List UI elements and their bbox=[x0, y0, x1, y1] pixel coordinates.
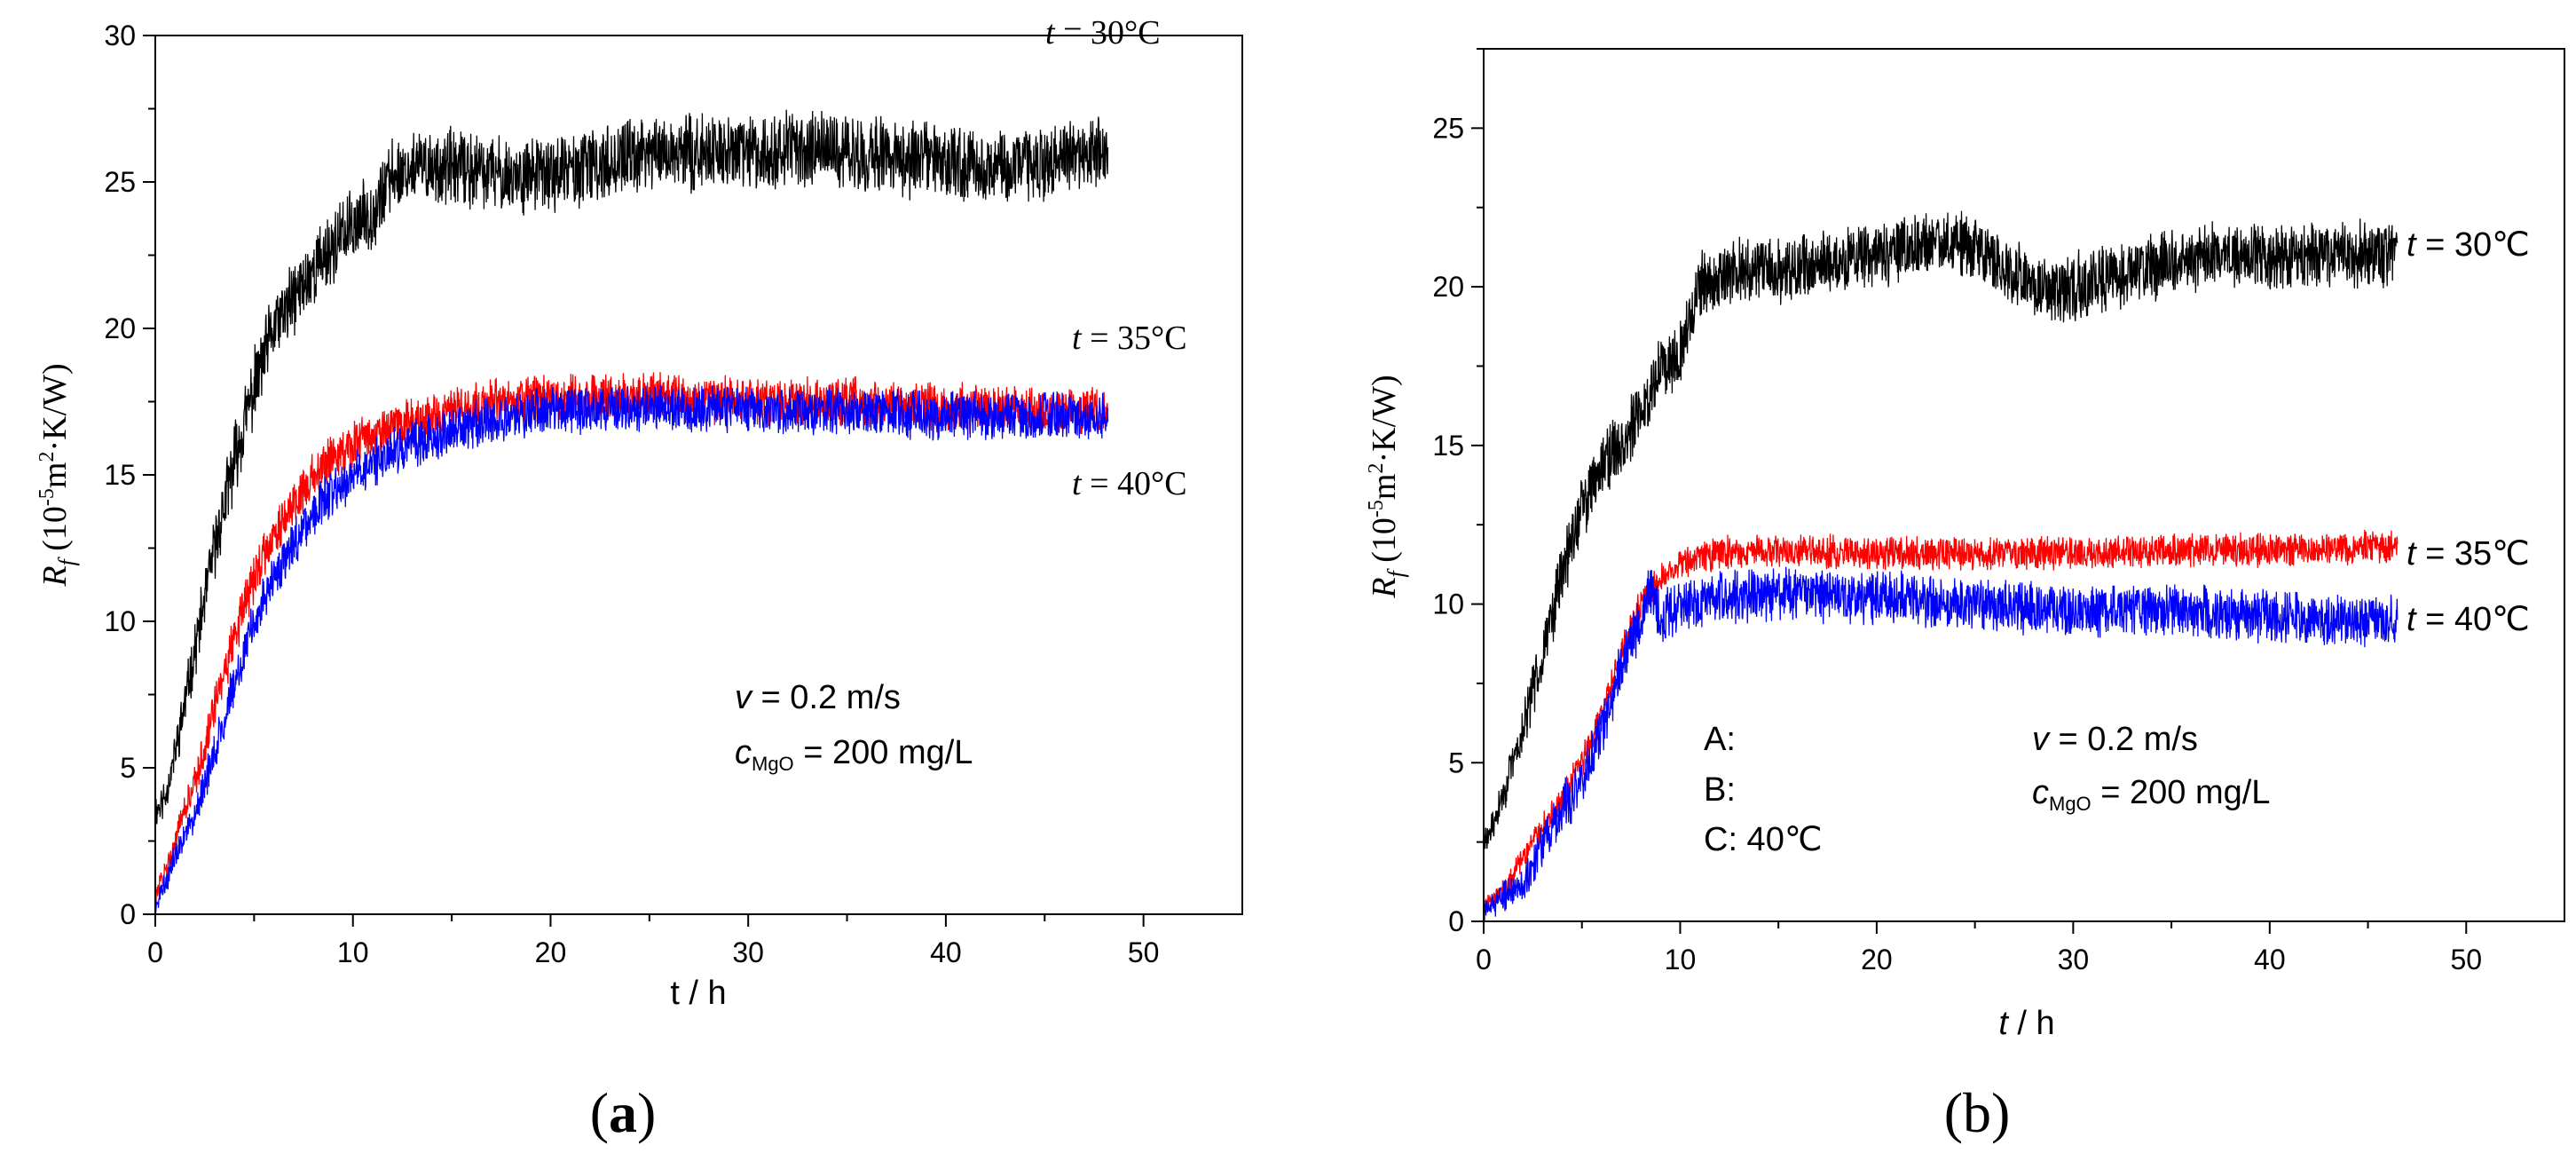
panel-b-label: (b) bbox=[1944, 1081, 2011, 1144]
panel-b-y-tick-label: 10 bbox=[1432, 588, 1464, 620]
panel-b-y-tick-label: 25 bbox=[1432, 112, 1464, 144]
panel-a-label-40c: t = 40°C bbox=[1072, 465, 1187, 502]
panel-b-series bbox=[1483, 210, 2399, 921]
panel-b-label-b: B: bbox=[1704, 771, 1736, 809]
panel-a-series-1-line bbox=[154, 109, 1109, 825]
panel-b-x-tick-label: 50 bbox=[2450, 944, 2482, 975]
panel-b-velocity-annotation: v = 0.2 m/s bbox=[2032, 721, 2198, 758]
panel-b-y-tick-label: 15 bbox=[1432, 430, 1464, 462]
panel-a-ticks: 0 10 20 30 40 50 0 5 10 15 20 25 30 bbox=[104, 20, 1159, 968]
panel-a-velocity-annotation: v = 0.2 m/s bbox=[735, 679, 901, 716]
panel-a-x-tick-label: 40 bbox=[930, 936, 962, 968]
panel-a-y-tick-label: 5 bbox=[120, 752, 136, 784]
panel-b-x-tick-label: 30 bbox=[2058, 944, 2090, 975]
panel-b-label-30c: t = 30℃ bbox=[2407, 226, 2530, 264]
panel-a-plot-frame bbox=[154, 35, 1243, 915]
panel-a-y-tick-label: 0 bbox=[120, 898, 136, 930]
panel-a-y-axis-title: Rf (10-5m2·K/W) bbox=[35, 363, 80, 587]
panel-a-x-axis-title: t / h bbox=[670, 975, 726, 1012]
panel-a-concentration-annotation: cMgO = 200 mg/L bbox=[735, 734, 973, 775]
panel-b-plot-frame bbox=[1483, 48, 2565, 922]
panel-b-concentration-annotation: cMgO = 200 mg/L bbox=[2032, 774, 2270, 815]
panel-b-x-axis-title: t / h bbox=[1998, 1005, 2054, 1042]
panel-a-y-tick-label: 15 bbox=[104, 459, 136, 491]
panel-b-label-40c: t = 40℃ bbox=[2407, 601, 2530, 638]
panel-a-series-3-line bbox=[154, 384, 1109, 915]
panel-a-x-tick-label: 10 bbox=[337, 936, 369, 968]
panel-a-label-35c: t = 35°C bbox=[1072, 320, 1187, 357]
panel-b-label-35c: t = 35℃ bbox=[2407, 535, 2530, 573]
panel-b: 0 10 20 30 40 50 0 5 10 15 20 25 t / h Rf (10-5m2·K… bbox=[1365, 48, 2565, 1144]
panel-b-series-3-line bbox=[1483, 566, 2399, 921]
panel-b-x-tick-label: 40 bbox=[2254, 944, 2286, 975]
panel-b-ticks: 0 10 20 30 40 50 0 5 10 15 20 25 bbox=[1432, 48, 2482, 975]
panel-a-y-tick-label: 10 bbox=[104, 605, 136, 637]
panel-a-label: (a) bbox=[590, 1081, 657, 1144]
panel-a-x-tick-label: 30 bbox=[732, 936, 764, 968]
panel-a-y-tick-label: 30 bbox=[104, 20, 136, 51]
panel-a-label-30c: t = 30°C bbox=[1045, 14, 1161, 51]
panel-a-series bbox=[154, 109, 1109, 915]
panel-a-x-tick-label: 0 bbox=[147, 936, 163, 968]
panel-b-y-tick-label: 20 bbox=[1432, 271, 1464, 303]
panel-a-series-2-line bbox=[154, 372, 1109, 909]
panel-a-x-tick-label: 50 bbox=[1128, 936, 1160, 968]
panel-b-x-tick-label: 0 bbox=[1476, 944, 1492, 975]
panel-a-x-tick-label: 20 bbox=[535, 936, 567, 968]
panel-b-y-tick-label: 5 bbox=[1448, 746, 1464, 778]
panel-b-series-1-line bbox=[1483, 210, 2399, 849]
panel-b-label-c: C: 40℃ bbox=[1704, 821, 1823, 858]
panel-a-y-tick-label: 20 bbox=[104, 312, 136, 344]
panel-a-y-tick-label: 25 bbox=[104, 166, 136, 198]
panel-b-y-axis-title: Rf (10-5m2·K/W) bbox=[1365, 375, 1409, 598]
panel-b-x-tick-label: 20 bbox=[1861, 944, 1893, 975]
panel-b-x-tick-label: 10 bbox=[1665, 944, 1697, 975]
panel-b-label-a: A: bbox=[1704, 721, 1736, 758]
panel-b-y-tick-label: 0 bbox=[1448, 905, 1464, 937]
panel-a: 0 10 20 30 40 50 0 5 10 15 20 25 30 t / h Rf (10-5m2… bbox=[35, 14, 1243, 1144]
